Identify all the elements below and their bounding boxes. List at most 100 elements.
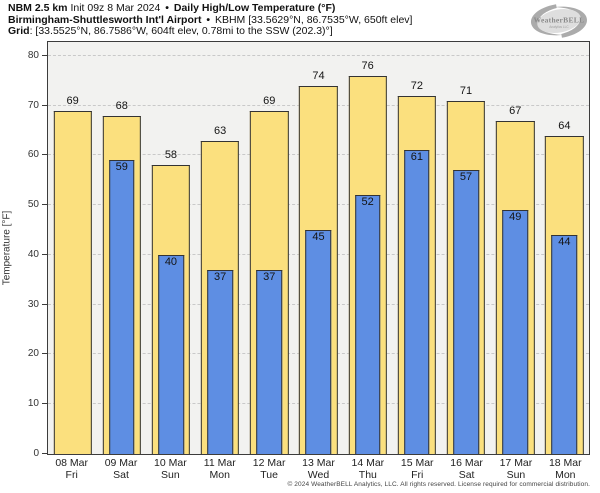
header-line-1: NBM 2.5 km Init 09z 8 Mar 2024 • Daily H… bbox=[8, 2, 412, 15]
x-tick-weekday: Sun bbox=[506, 468, 526, 481]
bullet-separator: • bbox=[206, 13, 211, 26]
high-value-label: 72 bbox=[410, 79, 423, 92]
grid-meta: : [33.5525°N, 86.7586°W, 604ft elev, 0.7… bbox=[29, 25, 333, 37]
bar-group-13-mar: 74 45 bbox=[294, 42, 343, 454]
x-tick-weekday: Wed bbox=[307, 468, 330, 481]
high-value-label: 58 bbox=[164, 149, 178, 162]
y-tick-30 bbox=[42, 303, 47, 305]
x-tick-date: 18 Mar bbox=[548, 457, 582, 469]
station-meta: KBHM [33.5629°N, 86.7535°W, 650ft elev] bbox=[212, 13, 413, 26]
high-value-label: 67 bbox=[509, 104, 522, 117]
bullet-separator: • bbox=[165, 2, 169, 14]
high-value-label: 74 bbox=[312, 69, 325, 82]
high-value-label: 76 bbox=[361, 59, 374, 72]
x-tick-label: 11 Mar Mon bbox=[195, 457, 244, 481]
x-tick-date: 13 Mar bbox=[302, 457, 335, 469]
low-value-label: 37 bbox=[213, 270, 227, 283]
y-tick-label-10: 10 bbox=[27, 398, 39, 410]
y-tick-label-20: 20 bbox=[27, 348, 39, 360]
chart-title: Daily High/Low Temperature (°F) bbox=[170, 2, 336, 14]
x-tick-weekday: Fri bbox=[65, 468, 78, 481]
low-bar: 57 bbox=[453, 170, 479, 454]
low-value-label: 59 bbox=[115, 161, 128, 174]
low-value-label: 40 bbox=[164, 255, 178, 268]
bar-group-17-mar: 67 49 bbox=[491, 42, 540, 454]
x-tick-weekday: Sun bbox=[161, 468, 180, 481]
low-bar: 49 bbox=[502, 210, 528, 454]
x-tick-label: 09 Mar Sat bbox=[96, 457, 145, 481]
x-tick-weekday: Mon bbox=[555, 468, 576, 481]
high-bar bbox=[53, 110, 92, 454]
header-line-2: Birmingham-Shuttlesworth Int'l Airport •… bbox=[8, 13, 413, 27]
bar-group-08-mar: 69 bbox=[48, 42, 97, 454]
x-tick-date: 14 Mar bbox=[351, 457, 385, 469]
x-axis-labels: 08 Mar Fri 09 Mar Sat 10 Mar Sun 11 Mar Mon 12 M… bbox=[47, 457, 590, 482]
low-value-label: 49 bbox=[509, 211, 522, 224]
bar-group-10-mar: 58 40 bbox=[146, 42, 195, 454]
low-value-label: 44 bbox=[558, 236, 571, 249]
low-bar: 44 bbox=[551, 235, 578, 454]
init-time: Init 09z 8 Mar 2024 bbox=[67, 2, 164, 14]
low-bar: 37 bbox=[256, 269, 283, 454]
y-tick-20 bbox=[42, 353, 47, 355]
low-value-label: 52 bbox=[361, 196, 374, 209]
x-tick-date: 16 Mar bbox=[450, 457, 483, 469]
low-value-label: 61 bbox=[410, 151, 423, 164]
high-value-label: 69 bbox=[263, 94, 276, 107]
bar-group-12-mar: 69 37 bbox=[245, 42, 294, 454]
x-tick-date: 12 Mar bbox=[252, 457, 286, 469]
low-bar: 40 bbox=[158, 254, 184, 454]
y-tick-80 bbox=[42, 54, 47, 56]
x-tick-label: 12 Mar Tue bbox=[244, 457, 293, 481]
high-value-label: 68 bbox=[115, 99, 128, 112]
y-tick-label-70: 70 bbox=[27, 99, 39, 111]
grid-label: Grid bbox=[8, 25, 30, 37]
high-value-label: 64 bbox=[558, 119, 571, 132]
x-tick-weekday: Sat bbox=[113, 468, 129, 481]
x-tick-label: 08 Mar Fri bbox=[47, 457, 96, 481]
bar-group-11-mar: 63 37 bbox=[196, 42, 245, 454]
x-tick-date: 08 Mar bbox=[55, 457, 89, 469]
y-tick-label-80: 80 bbox=[27, 49, 39, 61]
x-tick-label: 10 Mar Sun bbox=[146, 457, 195, 481]
high-value-label: 63 bbox=[213, 124, 227, 137]
x-tick-label: 18 Mar Mon bbox=[541, 457, 590, 481]
high-value-label: 69 bbox=[66, 94, 79, 107]
low-bar: 45 bbox=[305, 230, 332, 454]
x-tick-weekday: Fri bbox=[411, 468, 424, 481]
hurricane-swirl-icon bbox=[531, 4, 587, 38]
low-bar: 37 bbox=[207, 269, 233, 454]
x-tick-weekday: Mon bbox=[209, 468, 230, 481]
logo-subtext: Analytics LLC bbox=[549, 25, 569, 29]
logo-text: WeatherBELL bbox=[534, 16, 585, 25]
y-tick-40 bbox=[42, 253, 47, 255]
x-tick-date: 09 Mar bbox=[104, 457, 138, 469]
bar-group-09-mar: 68 59 bbox=[97, 42, 146, 454]
y-tick-label-0: 0 bbox=[33, 448, 39, 459]
x-tick-weekday: Thu bbox=[358, 468, 377, 481]
low-value-label: 57 bbox=[459, 171, 473, 184]
low-value-label: 37 bbox=[263, 270, 276, 283]
model-name: NBM 2.5 km bbox=[8, 2, 68, 14]
header-line-3: Grid: [33.5525°N, 86.7586°W, 604ft elev,… bbox=[8, 25, 412, 38]
chart-plot-area: Temperature [°F] 0 10 20 30 40 50 60 70 80 69 68 59… bbox=[2, 41, 590, 459]
x-tick-weekday: Sat bbox=[458, 468, 475, 481]
x-tick-label: 17 Mar Sun bbox=[491, 457, 540, 481]
weatherbell-logo: WeatherBELL Analytics LLC bbox=[531, 4, 587, 38]
station-name: Birmingham-Shuttlesworth Int'l Airport bbox=[8, 13, 202, 26]
y-tick-label-40: 40 bbox=[27, 248, 39, 260]
y-tick-label-30: 30 bbox=[27, 298, 39, 310]
x-tick-weekday: Tue bbox=[260, 468, 278, 481]
y-tick-50 bbox=[42, 204, 47, 206]
gridline-80 bbox=[48, 54, 589, 56]
x-tick-date: 17 Mar bbox=[499, 457, 533, 469]
bar-group-18-mar: 64 44 bbox=[540, 42, 589, 454]
low-bar: 59 bbox=[108, 160, 135, 454]
chart-header: NBM 2.5 km Init 09z 8 Mar 2024 • Daily H… bbox=[8, 2, 413, 38]
x-tick-date: 10 Mar bbox=[154, 457, 187, 469]
low-bar: 61 bbox=[404, 150, 430, 454]
high-value-label: 71 bbox=[459, 84, 473, 97]
x-tick-date: 15 Mar bbox=[400, 457, 434, 469]
y-tick-label-50: 50 bbox=[27, 199, 39, 211]
low-value-label: 45 bbox=[312, 231, 325, 244]
